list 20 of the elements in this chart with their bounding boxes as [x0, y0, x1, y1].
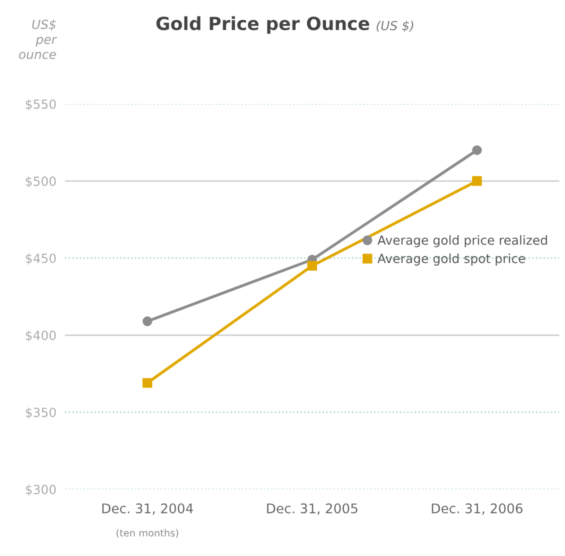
- legend-label: Average gold price realized: [378, 235, 547, 248]
- point: [142, 378, 152, 388]
- x-tick-label: Dec. 31, 2006: [432, 503, 522, 515]
- x-tick-label: Dec. 31, 2005: [267, 503, 358, 515]
- y-tick-label: $300: [26, 484, 56, 496]
- x-tick-label: Dec. 31, 2004: [102, 503, 193, 515]
- legend-label: Average gold spot price: [378, 254, 526, 266]
- chart-subtitle: (US $): [376, 20, 414, 32]
- point: [142, 316, 152, 326]
- y-tick-label: $550: [26, 99, 56, 111]
- y-axis-title: US$ per ounce: [19, 19, 58, 60]
- y-tick-label: $500: [26, 176, 56, 188]
- point: [472, 176, 482, 186]
- point: [472, 145, 482, 156]
- chart-title: Gold Price per Ounce: [156, 16, 370, 34]
- y-tick-label: $400: [26, 330, 56, 342]
- text: (ten months): [116, 529, 178, 538]
- y-tick-label: $350: [26, 407, 56, 419]
- point: [307, 260, 318, 271]
- y-tick-label: $450: [26, 253, 56, 265]
